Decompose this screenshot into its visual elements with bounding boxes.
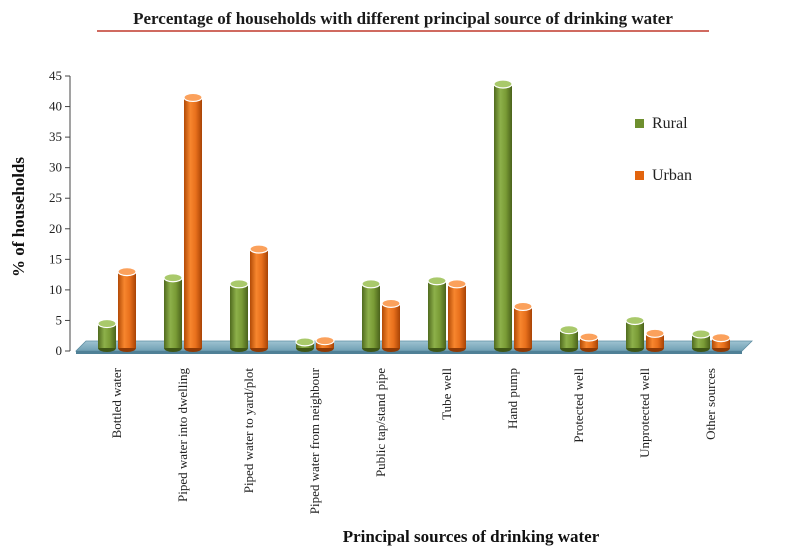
bar-rural-4 [361,279,381,352]
y-tick-label: 15 [49,251,62,266]
category-label: Piped water to yard/plot [241,368,256,494]
y-tick-label: 5 [56,312,63,327]
y-tick-label: 35 [49,129,62,144]
bar-urban-2 [249,244,269,352]
bar-rural-1 [163,273,183,352]
bar-urban-0 [117,267,137,352]
bar-urban-4 [381,298,401,352]
bar-urban-5 [447,279,467,352]
legend-swatch-rural [635,119,644,128]
y-tick-label: 0 [56,343,63,358]
bar-urban-6 [513,301,533,352]
category-label: Other sources [703,368,718,440]
bar-rural-0 [97,318,117,352]
y-tick-label: 25 [49,190,62,205]
legend-label-rural: Rural [652,115,688,132]
floor-edge [76,351,742,354]
y-tick-label: 30 [49,160,62,175]
x-axis-title: Principal sources of drinking water [343,527,600,546]
bars [97,79,731,352]
bar-urban-8 [645,328,665,352]
category-label: Piped water from neighbour [307,367,322,514]
bar-rural-6 [493,79,513,352]
legend-swatch-urban [635,171,644,180]
bar-rural-8 [625,315,645,352]
y-tick-label: 45 [49,68,62,83]
y-tick-label: 10 [49,282,62,297]
category-label: Tube well [439,368,454,420]
legend-label-urban: Urban [652,167,692,184]
y-axis: 0 5 10 15 20 25 30 35 40 45 [49,68,71,358]
bar-urban-7 [579,332,599,352]
chart-title: Percentage of households with different … [133,9,673,28]
legend: Rural Urban [635,115,692,184]
bar-rural-5 [427,276,447,352]
category-label: Protected well [571,368,586,443]
category-label: Bottled water [109,367,124,438]
bar-rural-3 [295,337,315,352]
bar-rural-2 [229,279,249,352]
bar-urban-9 [711,333,731,352]
category-label: Hand pump [505,368,520,429]
bar-urban-1 [183,92,203,352]
y-tick-label: 20 [49,221,62,236]
category-label: Unprotected well [637,368,652,458]
y-tick-label: 40 [49,99,62,114]
category-labels: Bottled water Piped water into dwelling Pi… [109,367,718,514]
bar-rural-7 [559,325,579,352]
y-axis-title: % of households [9,157,28,277]
bar-rural-9 [691,329,711,352]
bar-urban-3 [315,336,335,352]
category-label: Piped water into dwelling [175,368,190,502]
category-label: Public tap/stand pipe [373,368,388,477]
